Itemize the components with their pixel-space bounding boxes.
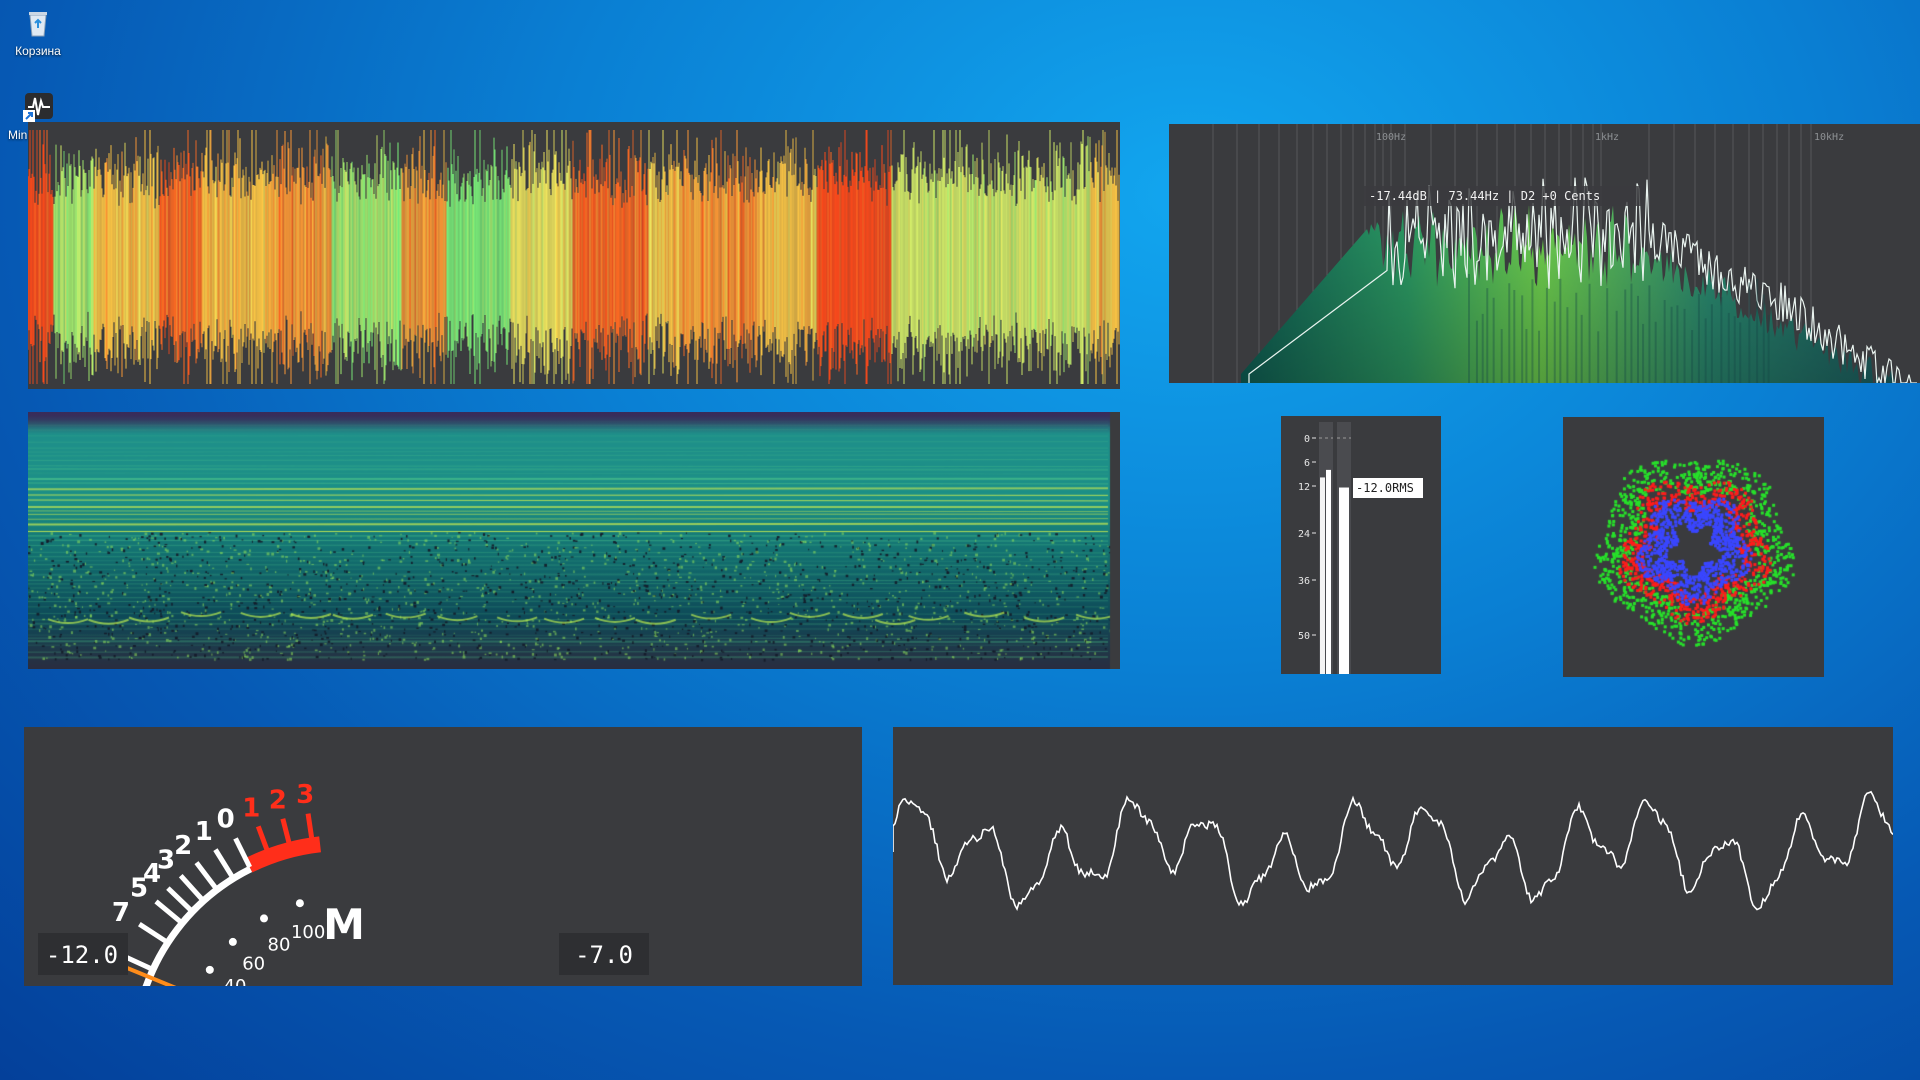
minimeters-icon [21, 90, 55, 124]
vu-left-value: -12.0 [46, 941, 118, 969]
vu-scale-label: 5 [130, 873, 148, 903]
level-scale-label: 24 [1298, 529, 1310, 540]
vu-percent-label: 40 [224, 976, 247, 986]
level-scale-label: 0 [1304, 434, 1310, 445]
level-meter-panel[interactable]: 0 6 12 24 36 50 -12.0RMS [1281, 416, 1441, 674]
spectrogram-graph [28, 412, 1120, 669]
vu-tick [194, 861, 218, 890]
vu-tick [233, 837, 252, 869]
vu-percent-dot [205, 965, 214, 974]
vu-percent-dot [260, 914, 268, 923]
vu-meter-graph: 20107543210123 020406080100 M -12.0 -7.0 [38, 780, 649, 986]
freq-label-1khz: 1kHz [1595, 132, 1619, 143]
stereo-scope-graph [1563, 417, 1824, 677]
freq-label-100hz: 100Hz [1376, 132, 1406, 143]
desktop-icon-minimeters[interactable]: Min [0, 90, 76, 142]
level-scale-label: 36 [1298, 576, 1310, 587]
vu-meter-panel[interactable]: 20107543210123 020406080100 M -12.0 -7.0 [24, 727, 862, 986]
vu-percent-label: 100 [291, 922, 325, 943]
spectrum-graph: 100Hz 1kHz 10kHz -17.44dB | 73.44Hz | D2… [1212, 124, 1917, 383]
vu-red-scale-label: 3 [296, 780, 314, 810]
vu-percent-dot [295, 899, 304, 908]
spectrum-panel[interactable]: 100Hz 1kHz 10kHz -17.44dB | 73.44Hz | D2… [1169, 124, 1920, 383]
waveform-graph [28, 130, 1120, 384]
vu-tick [154, 899, 183, 924]
waveform-panel[interactable] [28, 122, 1120, 389]
freq-label-10khz: 10kHz [1814, 132, 1844, 143]
desktop-icon-recycle-bin[interactable]: Корзина [0, 6, 76, 58]
vu-needle [111, 960, 177, 986]
vu-red-scale-label: 1 [242, 794, 260, 824]
level-scale-label: 6 [1304, 458, 1310, 469]
vu-scale-label: 7 [112, 898, 130, 928]
vu-scale-label: 3 [157, 845, 175, 875]
level-scale-label: 50 [1298, 631, 1310, 642]
vu-tick [280, 818, 294, 853]
vu-scale-label: 20 [67, 982, 103, 986]
level-scale-label: 12 [1298, 482, 1310, 493]
oscilloscope-panel[interactable] [893, 727, 1893, 985]
vu-scale-label: 2 [174, 831, 192, 861]
recycle-bin-icon [21, 6, 55, 40]
vu-tick [178, 873, 205, 902]
vu-tick [255, 825, 273, 860]
vu-tick [138, 922, 168, 944]
vu-right-value: -7.0 [575, 941, 633, 969]
level-bar-left [1320, 477, 1325, 674]
vu-tick [213, 848, 235, 879]
vu-percent-label: 80 [268, 934, 291, 955]
level-bar-left-peak [1326, 469, 1331, 674]
vu-percent-dot [228, 937, 237, 946]
vu-mode-label: M [323, 900, 365, 949]
stereo-scope-panel[interactable] [1563, 417, 1824, 677]
vu-tick [305, 813, 316, 848]
desktop-icon-label: Корзина [15, 44, 61, 58]
oscilloscope-graph [893, 790, 1893, 912]
vu-percent-label: 60 [242, 953, 265, 974]
desktop-icon-label: Min [8, 128, 28, 142]
spectrum-readout: -17.44dB | 73.44Hz | D2 +0 Cents [1369, 189, 1600, 203]
vu-scale-label: 4 [143, 859, 161, 889]
vu-tick [166, 886, 193, 913]
vu-scale-label: 1 [195, 817, 213, 847]
level-meter-graph: 0 6 12 24 36 50 -12.0RMS [1298, 422, 1423, 674]
vu-red-scale-label: 2 [269, 785, 287, 815]
level-bar-right [1339, 487, 1349, 674]
spectrogram-panel[interactable] [28, 412, 1120, 669]
vu-scale-label: 0 [217, 805, 235, 835]
rms-label: -12.0RMS [1356, 481, 1414, 495]
